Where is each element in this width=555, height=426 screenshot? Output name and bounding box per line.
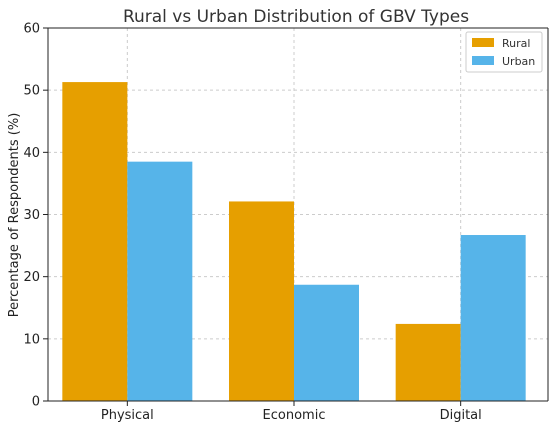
legend-label-urban: Urban <box>502 55 535 68</box>
bar-rural-economic <box>229 201 294 401</box>
y-tick-label: 40 <box>23 146 40 161</box>
legend-label-rural: Rural <box>502 37 530 50</box>
x-tick-label: Digital <box>440 408 482 423</box>
y-tick-label: 0 <box>32 395 40 410</box>
bars-layer <box>62 82 526 402</box>
y-tick-label: 30 <box>23 208 40 223</box>
chart-title: Rural vs Urban Distribution of GBV Types <box>123 7 469 27</box>
bar-rural-digital <box>395 323 461 401</box>
legend: Rural Urban <box>465 31 543 73</box>
x-tick-label: Economic <box>263 408 326 423</box>
bar-rural-physical <box>62 82 128 402</box>
axes-layer: 0 10 20 30 40 50 60 Physical Economic Digital <box>23 22 549 423</box>
bar-urban-physical <box>127 161 193 401</box>
y-tick-label: 60 <box>23 22 40 37</box>
y-tick-label: 20 <box>23 270 40 285</box>
bar-urban-digital <box>460 235 526 401</box>
y-tick-label: 50 <box>23 84 40 99</box>
legend-swatch-rural <box>472 38 494 47</box>
legend-swatch-urban <box>472 56 494 65</box>
x-tick-label: Physical <box>101 408 154 423</box>
y-tick-label: 10 <box>23 332 40 347</box>
y-axis-label: Percentage of Respondents (%) <box>7 113 22 318</box>
bar-urban-economic <box>294 284 359 401</box>
